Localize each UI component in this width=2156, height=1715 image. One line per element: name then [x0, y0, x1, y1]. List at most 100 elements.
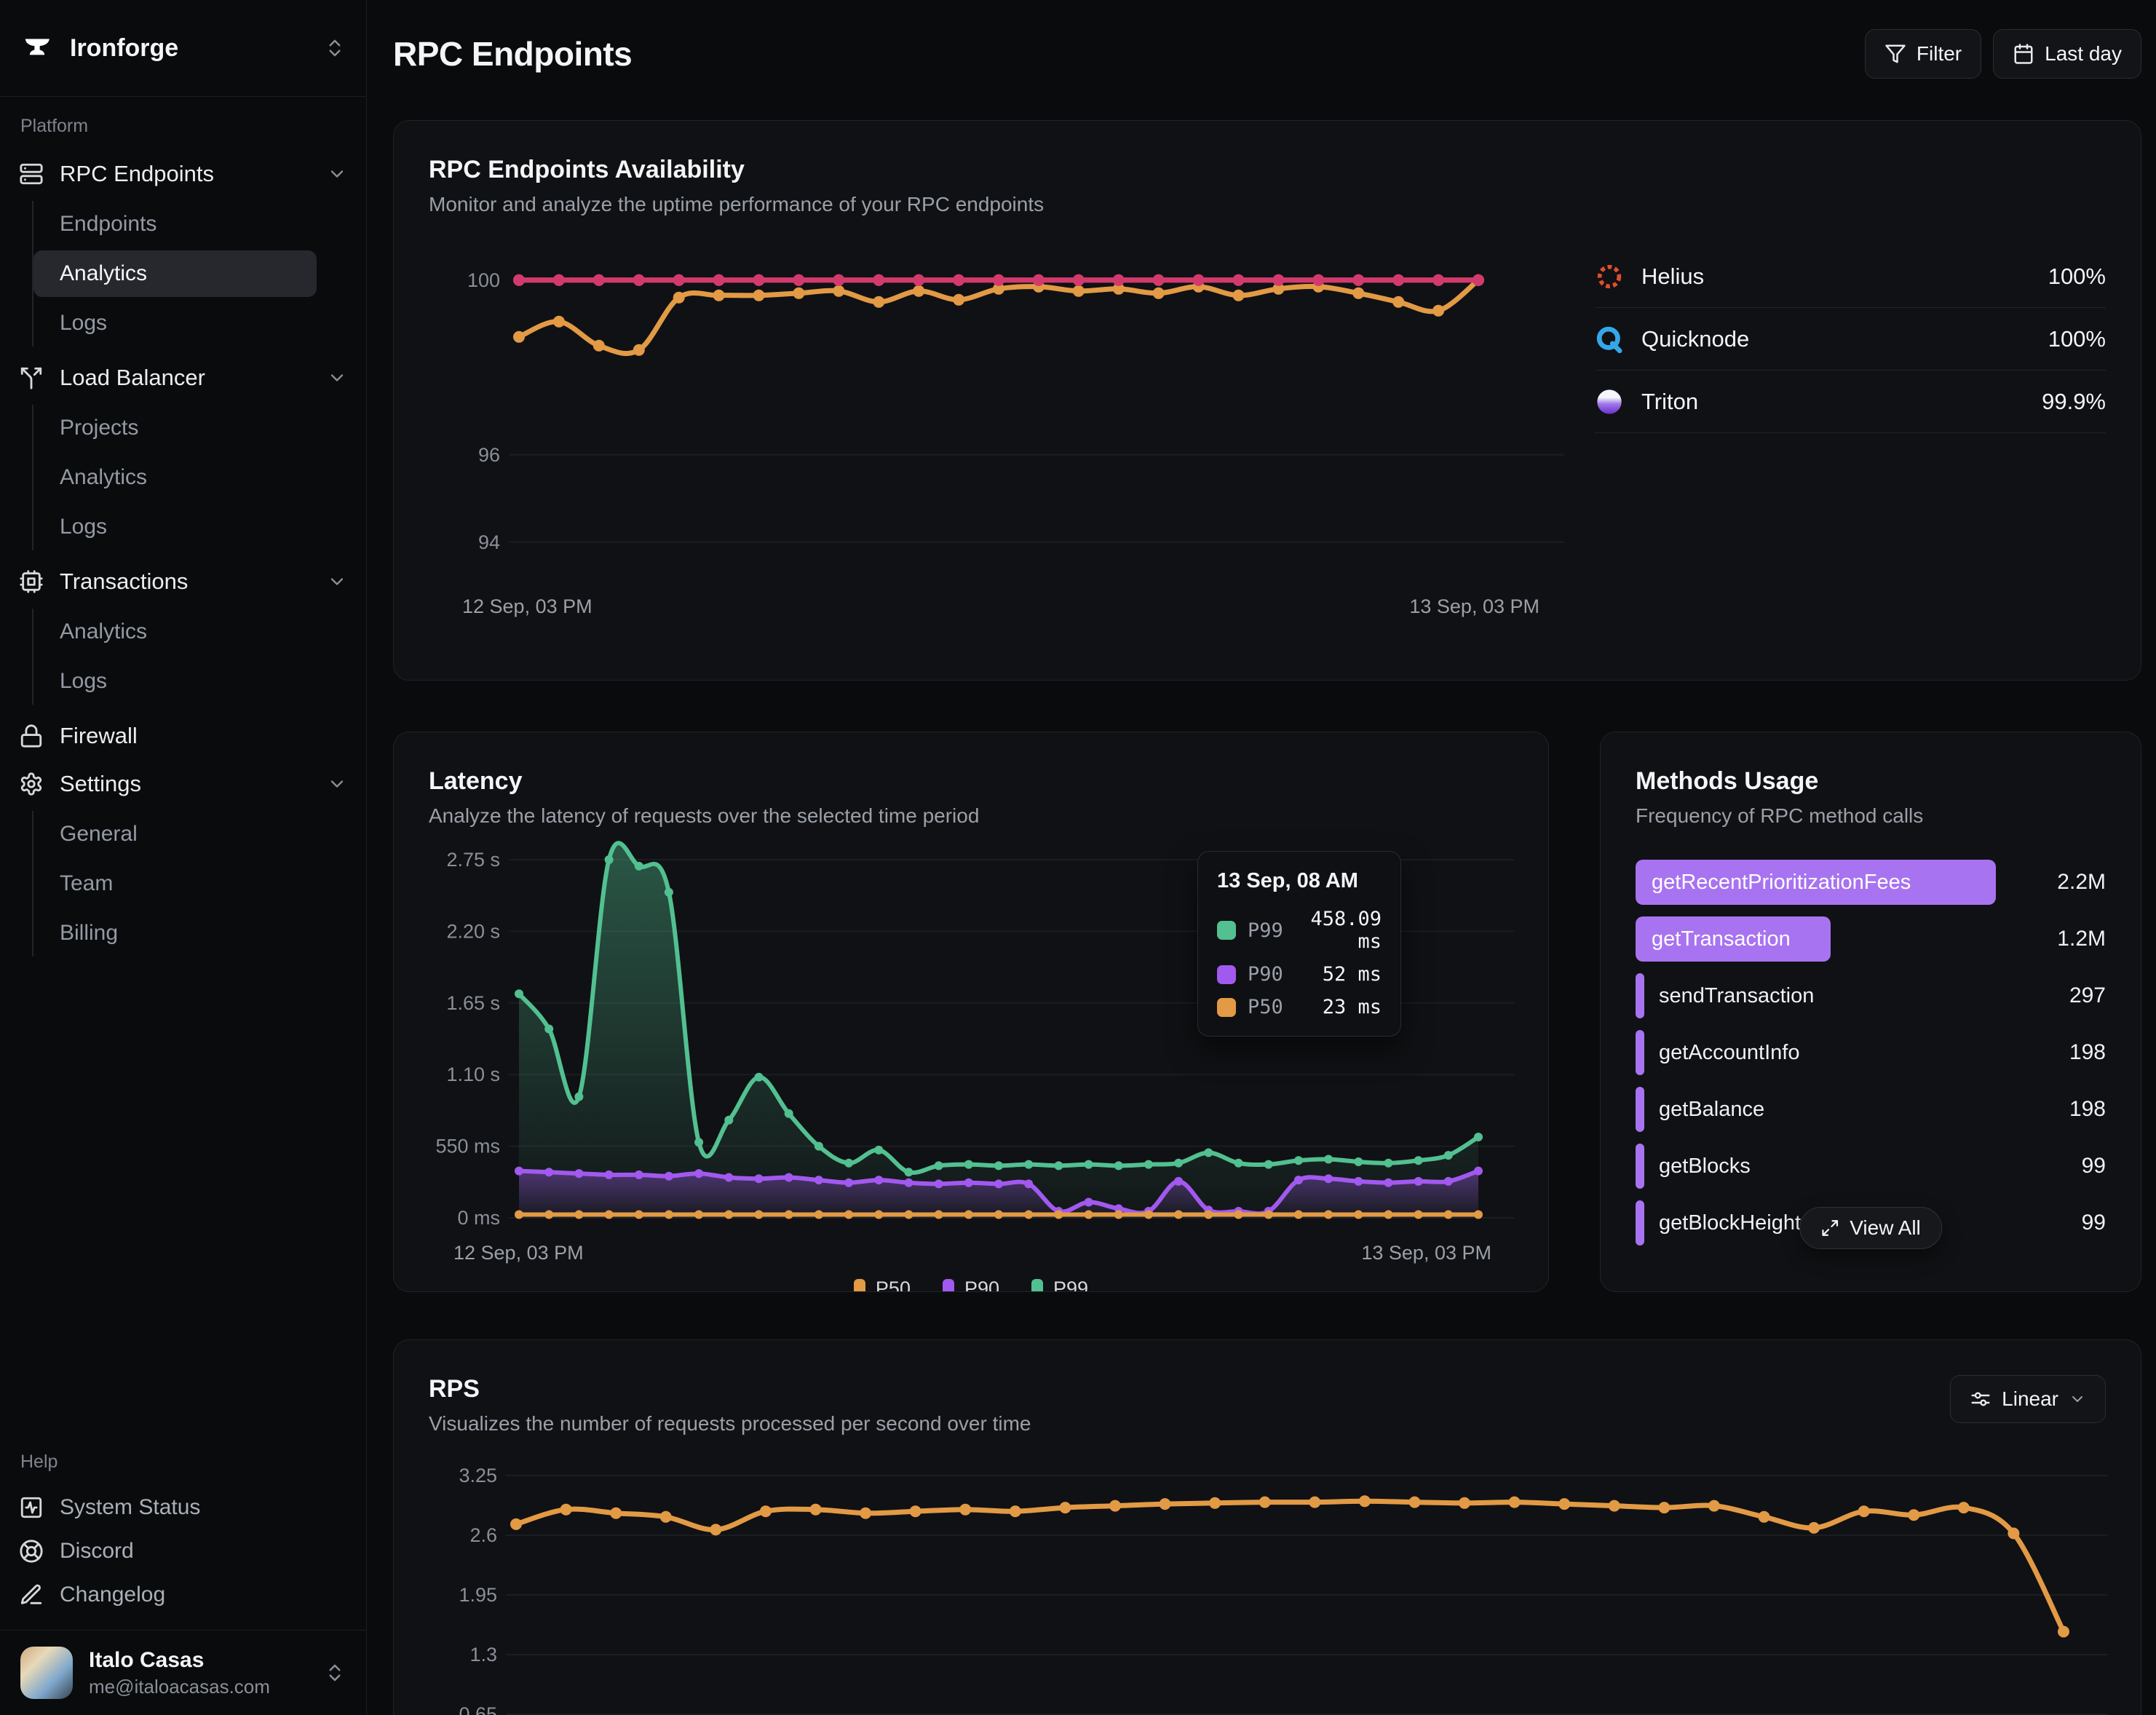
sidebar-item-rpc-endpoints[interactable]: RPC Endpoints [0, 150, 366, 198]
provider-uptime: 100% [2048, 325, 2106, 352]
latency-legend: P50 P90 P99 [429, 1278, 1513, 1291]
sidebar-subitem-rpc-endpoints-logs[interactable]: Logs [60, 311, 108, 335]
sidebar-item-label: RPC Endpoints [60, 161, 214, 186]
date-range-button[interactable]: Last day [1993, 29, 2141, 79]
sidebar-subitem-settings-general[interactable]: General [60, 822, 138, 846]
sidebar-item-system-status[interactable]: System Status [0, 1486, 366, 1529]
provider-row-triton[interactable]: Triton 99.9% [1595, 371, 2106, 433]
provider-uptime: 100% [2048, 263, 2106, 289]
changelog-icon [19, 1583, 44, 1607]
sidebar-subitem-load-balancer-analytics[interactable]: Analytics [60, 465, 148, 489]
legend-item-p50[interactable]: P50 [853, 1278, 911, 1291]
sidebar-subitem-transactions-analytics[interactable]: Analytics [60, 619, 148, 643]
provider-legend: Helius 100% Quicknode 100% Triton 99.9% [1595, 245, 2106, 618]
chevron-down-icon [327, 774, 347, 794]
latency-card: Latency Analyze the latency of requests … [393, 732, 1549, 1292]
methods-title: Methods Usage [1636, 767, 1819, 795]
availability-subtitle: Monitor and analyze the uptime performan… [429, 193, 1045, 215]
rps-subtitle: Visualizes the number of requests proces… [429, 1412, 1031, 1435]
legend-item-p90[interactable]: P90 [942, 1278, 999, 1291]
methods-subtitle: Frequency of RPC method calls [1636, 804, 1924, 827]
method-value: 1.2M [2057, 927, 2106, 951]
cpu-icon [19, 569, 44, 594]
method-row-getbalance[interactable]: getBalance 198 [1636, 1087, 2106, 1132]
sidebar: Ironforge Platform RPC Endpoints Endpoint… [0, 0, 367, 1715]
rps-chart[interactable]: 3.25 2.6 1.95 1.3 0.65 [429, 1457, 2107, 1715]
svg-text:2.6: 2.6 [469, 1524, 497, 1546]
sidebar-item-label: Transactions [60, 569, 189, 594]
date-range-button-label: Last day [2045, 42, 2122, 65]
sidebar-item-label: Load Balancer [60, 365, 205, 390]
sidebar-subitem-rpc-endpoints-endpoints[interactable]: Endpoints [60, 212, 157, 236]
method-row-getaccountinfo[interactable]: getAccountInfo 198 [1636, 1030, 2106, 1075]
workspace-name: Ironforge [70, 33, 179, 62]
svg-text:94: 94 [478, 531, 500, 553]
svg-text:0.65: 0.65 [459, 1703, 497, 1715]
svg-text:1.65 s: 1.65 s [446, 992, 500, 1014]
method-row-getblocks[interactable]: getBlocks 99 [1636, 1144, 2106, 1189]
sidebar-item-firewall[interactable]: Firewall [0, 712, 366, 760]
method-row-getrecentprioritizationfees[interactable]: getRecentPrioritizationFees 2.2M [1636, 860, 2106, 905]
rps-title: RPS [429, 1375, 480, 1403]
view-all-button[interactable]: View All [1799, 1207, 1942, 1249]
method-bar [1636, 1144, 1644, 1189]
server-icon [19, 162, 44, 186]
user-email: me@italoacasas.com [89, 1675, 270, 1698]
scale-mode-label: Linear [2002, 1387, 2058, 1410]
view-all-label: View All [1850, 1216, 1921, 1239]
sidebar-item-settings[interactable]: Settings [0, 760, 366, 808]
page-title: RPC Endpoints [393, 35, 633, 73]
user-name: Italo Casas [89, 1647, 205, 1672]
svg-text:0 ms: 0 ms [457, 1207, 500, 1229]
sidebar-subitem-settings-team[interactable]: Team [60, 871, 114, 895]
sidebar-subitem-settings-billing[interactable]: Billing [60, 921, 119, 945]
split-icon [19, 365, 44, 390]
method-value: 297 [2069, 983, 2106, 1007]
latency-chart[interactable]: 2.75 s 2.20 s 1.65 s 1.10 s 550 ms 0 ms [429, 833, 1515, 1232]
latency-title: Latency [429, 767, 523, 795]
maximize-icon [1820, 1219, 1839, 1237]
main-content: RPC Endpoints Filter Last day RPC Endpoi… [367, 0, 2156, 1715]
methods-rows: getRecentPrioritizationFees 2.2M getTran… [1636, 860, 2106, 1245]
svg-text:100: 100 [467, 269, 500, 291]
svg-text:1.95: 1.95 [459, 1584, 497, 1606]
method-bar: getRecentPrioritizationFees [1636, 860, 1997, 905]
legend-item-p99[interactable]: P99 [1031, 1278, 1088, 1291]
chevron-down-icon [327, 571, 347, 592]
filter-button[interactable]: Filter [1864, 29, 1982, 79]
chevrons-up-down-icon [324, 37, 346, 59]
latency-x-end: 13 Sep, 03 PM [1361, 1242, 1491, 1264]
workspace-switcher[interactable]: Ironforge [0, 0, 366, 97]
svg-text:1.10 s: 1.10 s [446, 1064, 500, 1085]
method-value: 198 [2069, 1097, 2106, 1121]
availability-x-start: 12 Sep, 03 PM [462, 595, 592, 617]
sidebar-subitem-load-balancer-projects[interactable]: Projects [60, 416, 139, 440]
sidebar-item-transactions[interactable]: Transactions [0, 558, 366, 606]
user-menu[interactable]: Italo Casas me@italoacasas.com [0, 1630, 366, 1715]
provider-row-quicknode[interactable]: Quicknode 100% [1595, 308, 2106, 371]
user-avatar [20, 1647, 73, 1699]
sidebar-item-load-balancer[interactable]: Load Balancer [0, 354, 366, 402]
method-row-sendtransaction[interactable]: sendTransaction 297 [1636, 973, 2106, 1018]
sidebar-item-label: Settings [60, 771, 142, 796]
availability-chart[interactable]: 100 96 94 [429, 235, 1564, 585]
filter-icon [1884, 43, 1906, 65]
sidebar-subitem-rpc-endpoints-analytics[interactable]: Analytics [33, 250, 317, 297]
scale-mode-button[interactable]: Linear [1950, 1375, 2106, 1423]
sidebar-subitem-load-balancer-logs[interactable]: Logs [60, 515, 108, 539]
method-bar [1636, 1200, 1644, 1245]
platform-nav: RPC Endpoints Endpoints Analytics Logs Load … [0, 150, 366, 956]
sidebar-subitem-transactions-logs[interactable]: Logs [60, 669, 108, 693]
ironforge-logo-icon [20, 31, 54, 65]
sidebar-item-discord[interactable]: Discord [0, 1529, 366, 1573]
help-section-label: Help [20, 1451, 58, 1472]
sidebar-item-changelog[interactable]: Changelog [0, 1573, 366, 1617]
svg-text:96: 96 [478, 444, 500, 466]
quicknode-logo [1595, 325, 1624, 354]
method-row-gettransaction[interactable]: getTransaction 1.2M [1636, 916, 2106, 962]
provider-row-helius[interactable]: Helius 100% [1595, 245, 2106, 308]
rps-card: RPS Visualizes the number of requests pr… [393, 1339, 2141, 1715]
method-row-getblockheight[interactable]: getBlockHeight 99 [1636, 1200, 2106, 1245]
method-bar: getTransaction [1636, 916, 1831, 962]
svg-text:2.20 s: 2.20 s [446, 920, 500, 942]
